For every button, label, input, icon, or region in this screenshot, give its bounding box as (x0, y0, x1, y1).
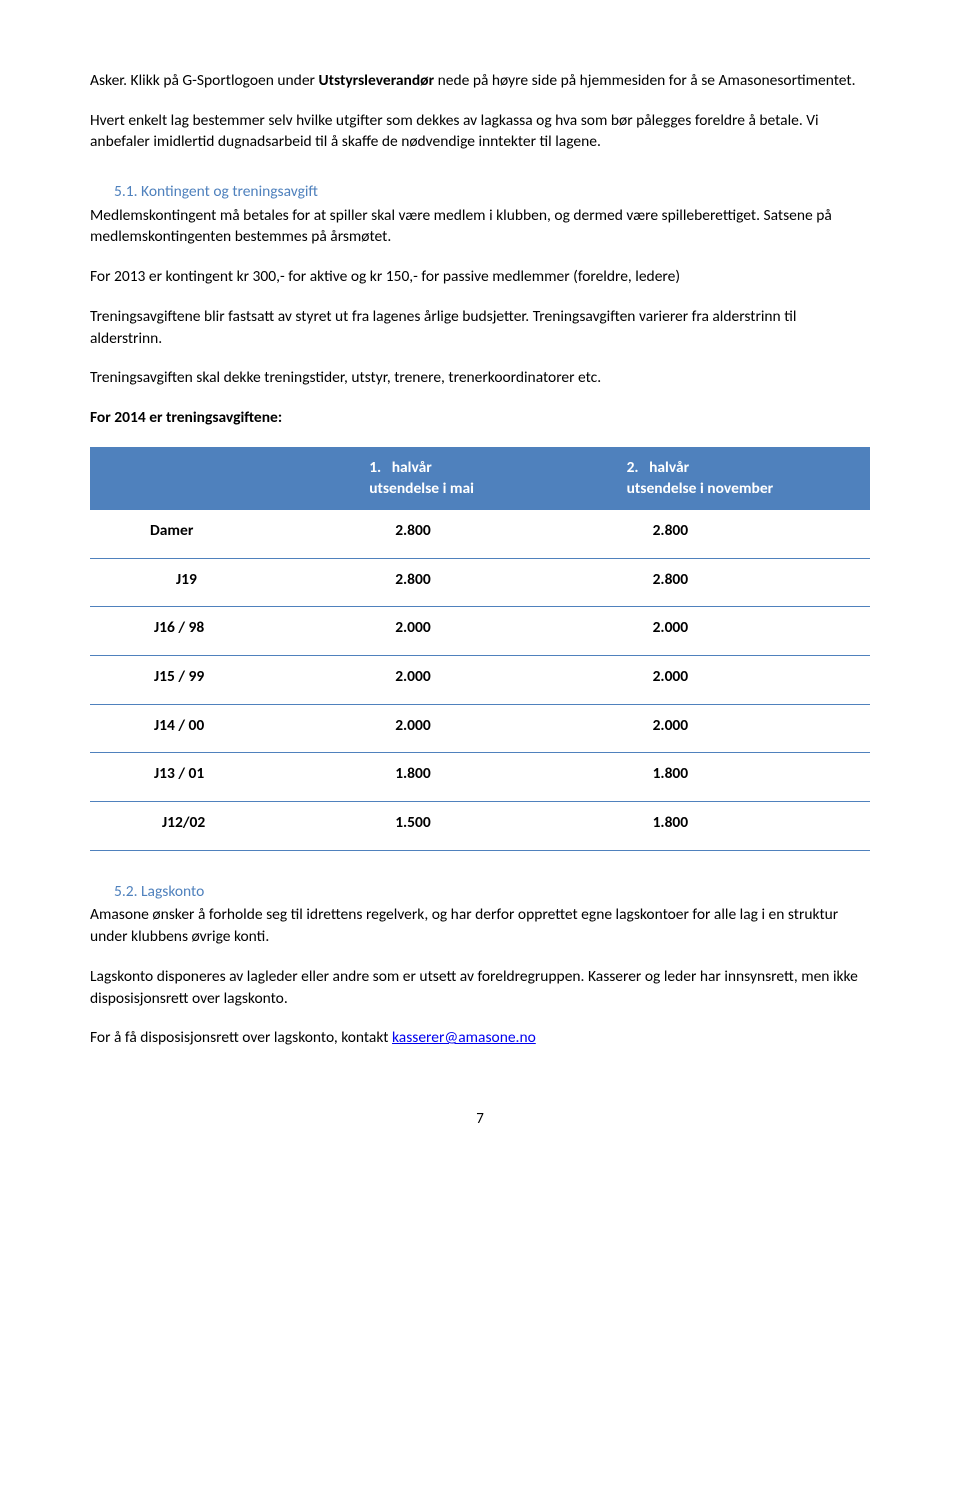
table-cell-c2: 1.800 (613, 802, 870, 851)
table-cell-c1: 2.800 (355, 510, 612, 558)
section-5-1-heading: 5.1. Kontingent og treningsavgift (114, 181, 870, 203)
table-cell-label: J16 / 98 (90, 607, 355, 656)
intro-paragraph-1: Asker. Klikk på G-Sportlogoen under Utst… (90, 70, 870, 92)
section-5-1-p1: Medlemskontingent må betales for at spil… (90, 205, 870, 248)
table-row: J13 / 01 1.800 1.800 (90, 753, 870, 802)
table-header-col2-line2: utsendelse i mai (369, 478, 598, 500)
training-fee-table: 1. halvår utsendelse i mai 2. halvår uts… (90, 447, 870, 851)
table-row: J16 / 98 2.000 2.000 (90, 607, 870, 656)
section-5-2-p3: For å få disposisjonsrett over lagskonto… (90, 1027, 870, 1049)
table-header-row: 1. halvår utsendelse i mai 2. halvår uts… (90, 447, 870, 510)
table-cell-c1: 2.000 (355, 607, 612, 656)
intro-p1-a: Asker. Klikk på G-Sportlogoen under (90, 71, 318, 90)
table-cell-label: J13 / 01 (90, 753, 355, 802)
section-5-2-p1: Amasone ønsker å forholde seg til idrett… (90, 904, 870, 947)
table-cell-c2: 1.800 (613, 753, 870, 802)
table-header-col3-line2: utsendelse i november (627, 478, 856, 500)
table-header-blank (90, 447, 355, 510)
table-cell-label: Damer (90, 510, 355, 558)
section-5-1-p3: Treningsavgiftene blir fastsatt av styre… (90, 306, 870, 349)
table-cell-c2: 2.800 (613, 510, 870, 558)
table-cell-label: J14 / 00 (90, 704, 355, 753)
table-row: J19 2.800 2.800 (90, 558, 870, 607)
section-5-1-p5: For 2014 er treningsavgiftene: (90, 407, 870, 429)
intro-p1-bold: Utstyrsleverandør (318, 71, 434, 90)
kasserer-email-link[interactable]: kasserer@amasone.no (392, 1028, 536, 1047)
table-cell-c2: 2.000 (613, 656, 870, 705)
table-header-col3: 2. halvår utsendelse i november (613, 447, 870, 510)
table-row: J15 / 99 2.000 2.000 (90, 656, 870, 705)
table-cell-c1: 2.000 (355, 704, 612, 753)
table-header-col2-line1: 1. halvår (369, 457, 598, 479)
table-cell-label: J15 / 99 (90, 656, 355, 705)
table-row: J14 / 00 2.000 2.000 (90, 704, 870, 753)
table-cell-c1: 1.800 (355, 753, 612, 802)
table-cell-c1: 2.000 (355, 656, 612, 705)
table-cell-label: J12/02 (90, 802, 355, 851)
section-5-2-heading: 5.2. Lagskonto (114, 881, 870, 903)
table-cell-c1: 1.500 (355, 802, 612, 851)
intro-p1-c: nede på høyre side på hjemmesiden for å … (434, 71, 855, 90)
table-cell-c2: 2.800 (613, 558, 870, 607)
page-number: 7 (90, 1109, 870, 1130)
table-cell-c1: 2.800 (355, 558, 612, 607)
table-cell-c2: 2.000 (613, 607, 870, 656)
section-5-2-p2: Lagskonto disponeres av lagleder eller a… (90, 966, 870, 1009)
section-5-1-p2: For 2013 er kontingent kr 300,- for akti… (90, 266, 870, 288)
table-row: J12/02 1.500 1.800 (90, 802, 870, 851)
table-cell-label: J19 (90, 558, 355, 607)
table-row: Damer 2.800 2.800 (90, 510, 870, 558)
section-5-2-p3-text: For å få disposisjonsrett over lagskonto… (90, 1028, 392, 1047)
section-5-1-p4: Treningsavgiften skal dekke treningstide… (90, 367, 870, 389)
table-header-col3-line1: 2. halvår (627, 457, 856, 479)
table-cell-c2: 2.000 (613, 704, 870, 753)
intro-paragraph-2: Hvert enkelt lag bestemmer selv hvilke u… (90, 110, 870, 153)
table-header-col2: 1. halvår utsendelse i mai (355, 447, 612, 510)
